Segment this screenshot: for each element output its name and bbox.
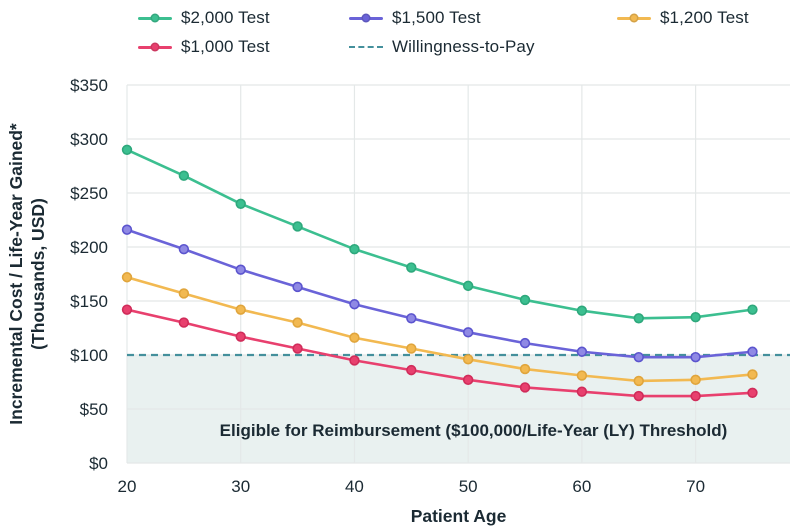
x-tick-label: 20: [118, 477, 137, 496]
data-point-2-000-test: [576, 305, 588, 316]
y-axis-title-line1: Incremental Cost / Life-Year Gained*: [6, 123, 26, 425]
x-tick-label: 30: [231, 477, 250, 496]
legend-dot-icon: [629, 13, 639, 23]
data-point-1-000-test: [235, 331, 246, 342]
data-point-1-000-test: [406, 364, 417, 376]
series-line-1-500-test: [125, 228, 754, 359]
y-tick-label: $200: [70, 238, 108, 257]
y-tick-label: $300: [70, 130, 108, 149]
data-point-2-000-test: [406, 262, 417, 273]
x-tick-label: 40: [345, 477, 364, 496]
line-dot-swatch-icon: [617, 13, 651, 23]
data-point-1-500-test: [406, 313, 417, 324]
x-tick-label: 70: [686, 477, 705, 496]
data-point-1-000-test: [519, 382, 531, 393]
x-tick-label: 50: [459, 477, 478, 496]
data-point-1-500-test: [292, 281, 303, 293]
reimbursement-annotation: Eligible for Reimbursement ($100,000/Lif…: [220, 421, 728, 440]
legend-dot-icon: [150, 42, 160, 52]
data-point-2-000-test: [292, 221, 303, 232]
data-point-1-500-test: [349, 299, 360, 310]
data-point-1-500-test: [235, 264, 246, 275]
data-point-1-500-test: [690, 351, 701, 363]
data-point-2-000-test: [235, 198, 246, 210]
data-point-1-000-test: [292, 343, 303, 354]
data-point-2-000-test: [178, 170, 190, 181]
data-point-2-000-test: [121, 144, 133, 156]
data-point-1-000-test: [178, 317, 190, 328]
data-point-1-000-test: [349, 355, 360, 366]
data-point-1-200-test: [121, 272, 133, 283]
data-point-1-200-test: [519, 363, 531, 375]
data-point-1-000-test: [633, 390, 644, 402]
line-dot-swatch-icon: [138, 42, 172, 52]
data-point-1-200-test: [576, 370, 588, 381]
y-axis-title-line2: (Thousands, USD): [28, 198, 48, 350]
y-tick-label: $0: [89, 454, 108, 473]
legend-item-2-000-test: $2,000 Test: [138, 7, 270, 29]
legend-label: $1,500 Test: [392, 8, 481, 27]
y-tick-label: $100: [70, 346, 108, 365]
legend-dot-icon: [361, 13, 371, 23]
y-tick-label: $350: [70, 76, 108, 95]
series-line-1-200-test: [125, 275, 754, 383]
data-point-1-200-test: [235, 304, 246, 315]
legend-dot-icon: [150, 13, 160, 23]
line-dot-swatch-icon: [138, 13, 172, 23]
data-point-1-000-test: [690, 390, 701, 402]
legend-item-willingness-to-pay: Willingness-to-Pay: [349, 36, 535, 58]
x-axis-title: Patient Age: [411, 506, 507, 526]
legend-label: Willingness-to-Pay: [392, 37, 535, 56]
y-tick-label: $250: [70, 184, 108, 203]
data-point-1-000-test: [576, 386, 588, 397]
x-tick-label: 60: [572, 477, 591, 496]
data-point-1-500-test: [576, 346, 588, 357]
data-point-1-200-test: [747, 369, 758, 380]
legend-item-1-000-test: $1,000 Test: [138, 36, 270, 58]
legend-label: $1,200 Test: [660, 8, 749, 27]
y-tick-label: $50: [80, 400, 108, 419]
data-point-1-500-test: [633, 351, 644, 363]
legend-item-1-200-test: $1,200 Test: [617, 7, 749, 29]
series-line-2-000-test: [125, 148, 754, 320]
data-point-2-000-test: [690, 312, 701, 323]
data-point-1-200-test: [406, 343, 417, 354]
data-point-2-000-test: [462, 280, 474, 292]
data-point-2-000-test: [519, 294, 531, 306]
data-point-1-500-test: [178, 243, 190, 255]
data-point-1-200-test: [462, 354, 474, 365]
data-point-2-000-test: [633, 313, 644, 324]
chart-legend: $2,000 Test $1,500 Test $1,200 Test $1,000 …: [0, 0, 800, 64]
y-tick-label: $150: [70, 292, 108, 311]
data-point-1-200-test: [633, 375, 644, 387]
data-point-1-000-test: [121, 304, 133, 315]
y-axis-title: Incremental Cost / Life-Year Gained* (Tho…: [6, 123, 48, 425]
line-dot-swatch-icon: [349, 13, 383, 23]
legend-label: $1,000 Test: [181, 37, 270, 56]
data-point-1-500-test: [121, 224, 133, 235]
data-point-1-200-test: [349, 332, 360, 343]
data-point-2-000-test: [349, 243, 360, 255]
data-point-1-200-test: [292, 317, 303, 328]
data-point-1-500-test: [747, 346, 758, 357]
legend-item-1-500-test: $1,500 Test: [349, 7, 481, 29]
data-point-1-000-test: [462, 374, 474, 386]
data-point-1-200-test: [690, 374, 701, 386]
data-point-1-500-test: [462, 327, 474, 338]
dashed-line-swatch-icon: [349, 46, 383, 48]
data-point-1-500-test: [519, 337, 531, 349]
series-line-1-000-test: [125, 308, 754, 398]
legend-label: $2,000 Test: [181, 8, 270, 27]
data-point-2-000-test: [747, 304, 758, 315]
data-point-1-000-test: [747, 387, 758, 398]
data-point-1-200-test: [178, 288, 190, 299]
